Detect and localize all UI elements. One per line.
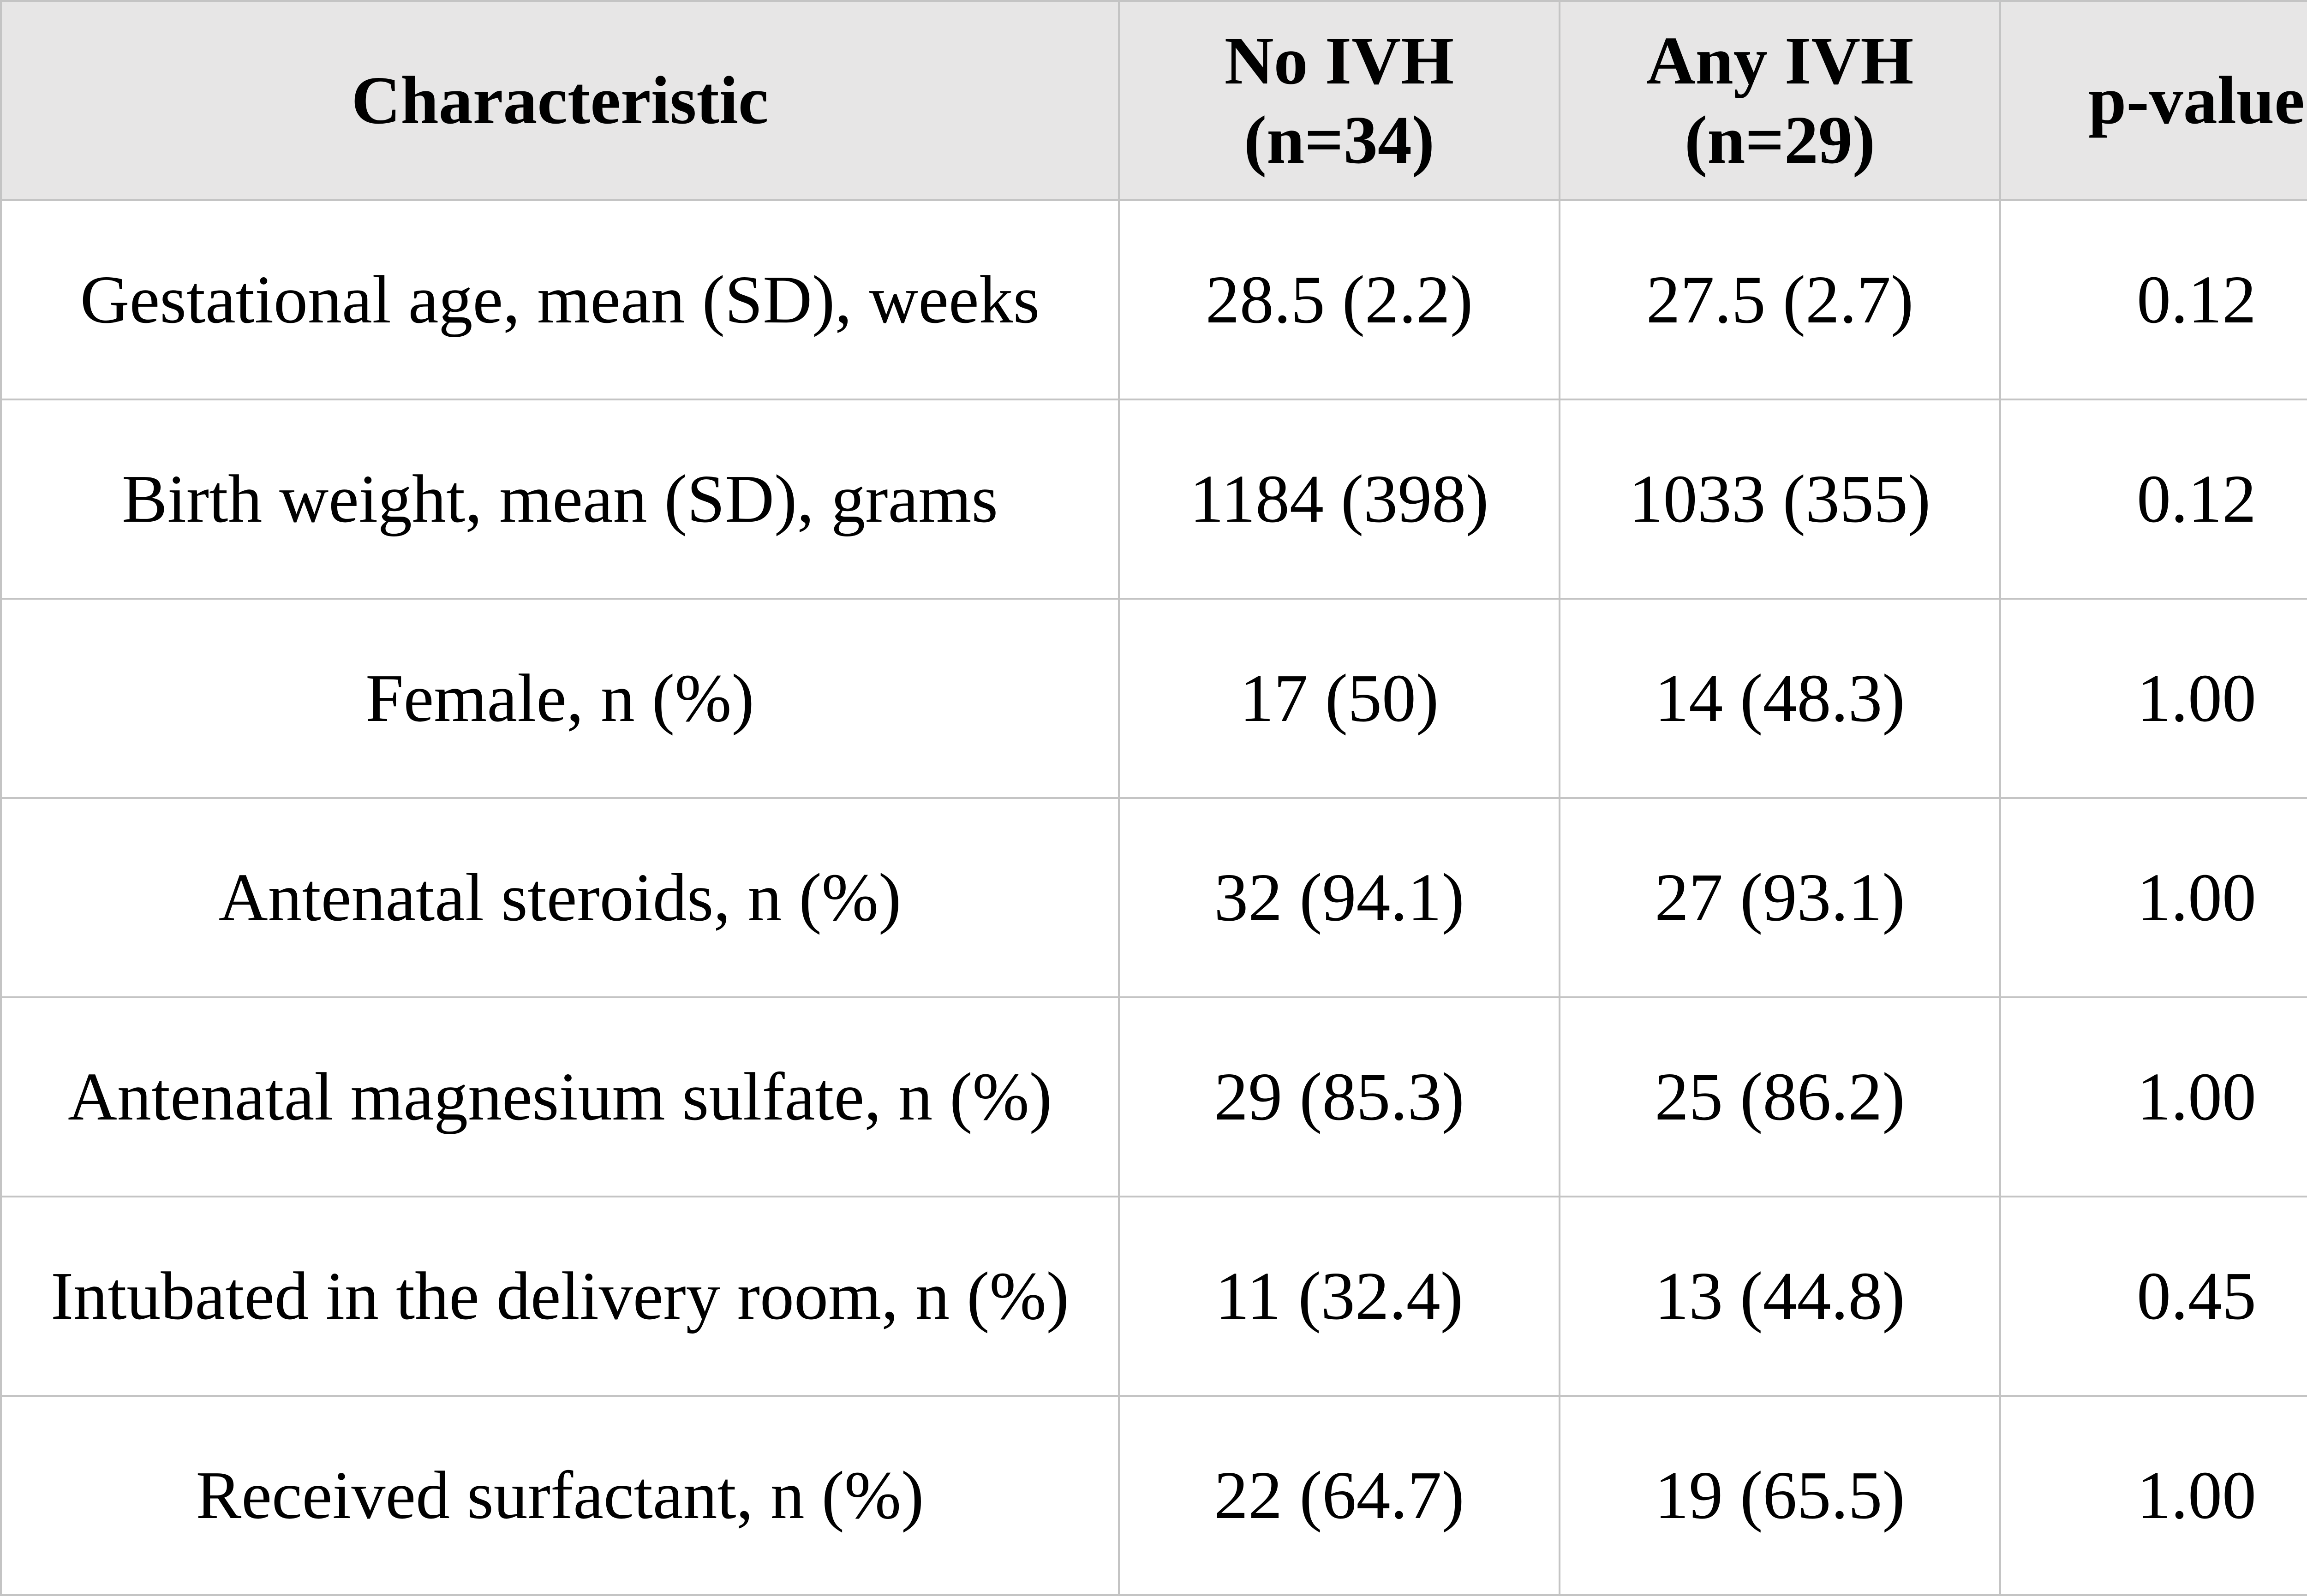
table-row: Intubated in the delivery room, n (%) 11…: [0, 1196, 2307, 1397]
table-row: Antenatal magnesium sulfate, n (%) 29 (8…: [0, 996, 2307, 1197]
cell-no-ivh: 22 (64.7): [1118, 1395, 1560, 1596]
header-p-value: p-value: [1999, 0, 2307, 201]
cell-characteristic: Gestational age, mean (SD), weeks: [0, 199, 1120, 400]
cell-characteristic: Female, n (%): [0, 598, 1120, 799]
header-characteristic: Characteristic: [0, 0, 1120, 201]
cell-any-ivh: 14 (48.3): [1559, 598, 2001, 799]
cell-any-ivh: 13 (44.8): [1559, 1196, 2001, 1397]
cell-no-ivh: 29 (85.3): [1118, 996, 1560, 1197]
cell-p-value: 0.45: [1999, 1196, 2307, 1397]
cell-no-ivh: 28.5 (2.2): [1118, 199, 1560, 400]
cell-characteristic: Antenatal steroids, n (%): [0, 797, 1120, 998]
cell-p-value: 0.12: [1999, 399, 2307, 600]
header-any-ivh-label: Any IVH: [1646, 23, 1914, 99]
header-characteristic-label: Characteristic: [351, 63, 769, 138]
table-row: Female, n (%) 17 (50) 14 (48.3) 1.00: [0, 598, 2307, 799]
header-p-value-label: p-value: [2088, 63, 2305, 138]
cell-any-ivh: 1033 (355): [1559, 399, 2001, 600]
cell-any-ivh: 25 (86.2): [1559, 996, 2001, 1197]
cell-no-ivh: 17 (50): [1118, 598, 1560, 799]
cell-characteristic: Intubated in the delivery room, n (%): [0, 1196, 1120, 1397]
table-row: Birth weight, mean (SD), grams 1184 (398…: [0, 399, 2307, 600]
cell-no-ivh: 11 (32.4): [1118, 1196, 1560, 1397]
cell-no-ivh: 1184 (398): [1118, 399, 1560, 600]
header-any-ivh-count: (n=29): [1684, 102, 1876, 178]
cell-any-ivh: 27.5 (2.7): [1559, 199, 2001, 400]
header-no-ivh-count: (n=34): [1243, 102, 1435, 178]
cell-any-ivh: 19 (65.5): [1559, 1395, 2001, 1596]
table-row: Received surfactant, n (%) 22 (64.7) 19 …: [0, 1395, 2307, 1596]
cell-any-ivh: 27 (93.1): [1559, 797, 2001, 998]
cell-p-value: 1.00: [1999, 797, 2307, 998]
cell-p-value: 0.12: [1999, 199, 2307, 400]
cell-characteristic: Birth weight, mean (SD), grams: [0, 399, 1120, 600]
cell-p-value: 1.00: [1999, 996, 2307, 1197]
cell-no-ivh: 32 (94.1): [1118, 797, 1560, 998]
header-any-ivh: Any IVH (n=29): [1559, 0, 2001, 201]
cell-characteristic: Received surfactant, n (%): [0, 1395, 1120, 1596]
header-no-ivh-label: No IVH: [1224, 23, 1454, 99]
header-no-ivh: No IVH (n=34): [1118, 0, 1560, 201]
cell-p-value: 1.00: [1999, 1395, 2307, 1596]
cell-characteristic: Antenatal magnesium sulfate, n (%): [0, 996, 1120, 1197]
header-row: Characteristic No IVH (n=34) Any IVH (n=…: [0, 0, 2307, 201]
table-row: Antenatal steroids, n (%) 32 (94.1) 27 (…: [0, 797, 2307, 998]
cell-p-value: 1.00: [1999, 598, 2307, 799]
table-row: Gestational age, mean (SD), weeks 28.5 (…: [0, 199, 2307, 400]
